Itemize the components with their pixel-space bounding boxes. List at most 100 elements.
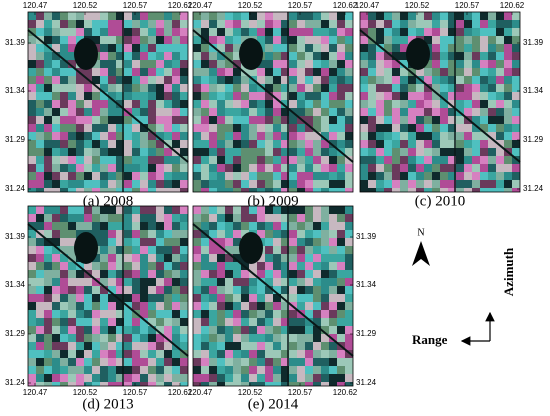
image-pixel bbox=[345, 44, 353, 52]
image-pixel bbox=[313, 180, 321, 188]
image-pixel bbox=[156, 302, 164, 310]
image-pixel bbox=[456, 116, 464, 124]
image-pixel bbox=[329, 84, 337, 92]
image-pixel bbox=[132, 286, 140, 294]
image-pixel bbox=[329, 342, 337, 350]
image-pixel bbox=[512, 12, 520, 20]
image-pixel bbox=[76, 100, 84, 108]
image-pixel bbox=[281, 294, 289, 302]
image-pixel bbox=[289, 140, 297, 148]
image-pixel bbox=[313, 116, 321, 124]
image-pixel bbox=[217, 206, 225, 214]
image-pixel bbox=[257, 318, 265, 326]
image-pixel bbox=[297, 334, 305, 342]
image-pixel bbox=[305, 222, 313, 230]
image-pixel bbox=[60, 270, 68, 278]
image-pixel bbox=[217, 334, 225, 342]
image-pixel bbox=[321, 326, 329, 334]
image-pixel bbox=[209, 188, 217, 192]
image-pixel bbox=[472, 100, 480, 108]
image-pixel bbox=[448, 164, 456, 172]
image-pixel bbox=[44, 230, 52, 238]
image-pixel bbox=[225, 294, 233, 302]
image-pixel bbox=[384, 20, 392, 28]
image-pixel bbox=[281, 230, 289, 238]
image-pixel bbox=[281, 124, 289, 132]
image-pixel bbox=[464, 68, 472, 76]
lon-tick-label: 120.47 bbox=[23, 388, 48, 397]
image-pixel bbox=[193, 334, 201, 342]
image-pixel bbox=[512, 28, 520, 36]
image-pixel bbox=[368, 116, 376, 124]
image-pixel bbox=[209, 222, 217, 230]
image-pixel bbox=[400, 156, 408, 164]
image-pixel bbox=[488, 156, 496, 164]
image-pixel bbox=[472, 180, 480, 188]
map-panel: 120.47 120.52 120.57 120.6231.3931.3431.293… bbox=[355, 1, 544, 209]
image-pixel bbox=[496, 100, 504, 108]
image-pixel bbox=[124, 44, 132, 52]
image-pixel bbox=[36, 84, 44, 92]
image-pixel bbox=[241, 180, 249, 188]
image-pixel bbox=[44, 238, 52, 246]
image-pixel bbox=[281, 302, 289, 310]
image-pixel bbox=[329, 366, 337, 374]
lat-tick-label: 31.29 bbox=[523, 135, 544, 144]
image-pixel bbox=[84, 350, 92, 358]
image-pixel bbox=[172, 92, 180, 100]
image-pixel bbox=[345, 164, 353, 172]
image-pixel bbox=[289, 44, 297, 52]
image-pixel bbox=[225, 172, 233, 180]
image-pixel bbox=[68, 60, 76, 68]
image-pixel bbox=[313, 230, 321, 238]
image-pixel bbox=[44, 310, 52, 318]
image-pixel bbox=[233, 84, 241, 92]
image-pixel bbox=[116, 382, 124, 386]
image-pixel bbox=[257, 68, 265, 76]
image-pixel bbox=[281, 100, 289, 108]
image-pixel bbox=[257, 76, 265, 84]
image-pixel bbox=[384, 44, 392, 52]
image-pixel bbox=[225, 270, 233, 278]
image-pixel bbox=[76, 172, 84, 180]
image-pixel bbox=[217, 294, 225, 302]
image-pixel bbox=[504, 44, 512, 52]
image-pixel bbox=[321, 310, 329, 318]
image-pixel bbox=[52, 286, 60, 294]
image-pixel bbox=[337, 84, 345, 92]
image-pixel bbox=[376, 108, 384, 116]
image-pixel bbox=[60, 140, 68, 148]
image-pixel bbox=[345, 254, 353, 262]
image-pixel bbox=[156, 84, 164, 92]
image-pixel bbox=[313, 164, 321, 172]
image-pixel bbox=[321, 302, 329, 310]
lat-tick-label: 31.24 bbox=[523, 184, 544, 193]
image-pixel bbox=[124, 382, 132, 386]
image-pixel bbox=[241, 222, 249, 230]
image-pixel bbox=[84, 358, 92, 366]
image-pixel bbox=[376, 12, 384, 20]
image-pixel bbox=[108, 36, 116, 44]
image-pixel bbox=[504, 116, 512, 124]
image-pixel bbox=[156, 358, 164, 366]
image-pixel bbox=[68, 108, 76, 116]
image-pixel bbox=[164, 180, 172, 188]
image-pixel bbox=[329, 28, 337, 36]
image-pixel bbox=[329, 92, 337, 100]
image-pixel bbox=[313, 92, 321, 100]
image-pixel bbox=[28, 116, 36, 124]
image-pixel bbox=[313, 132, 321, 140]
image-pixel bbox=[217, 52, 225, 60]
lat-tick-label: 31.24 bbox=[356, 378, 377, 387]
image-pixel bbox=[424, 20, 432, 28]
image-pixel bbox=[249, 222, 257, 230]
image-pixel bbox=[68, 100, 76, 108]
image-pixel bbox=[448, 140, 456, 148]
image-pixel bbox=[289, 254, 297, 262]
image-pixel bbox=[36, 294, 44, 302]
image-pixel bbox=[44, 366, 52, 374]
image-pixel bbox=[28, 52, 36, 60]
image-pixel bbox=[201, 270, 209, 278]
image-pixel bbox=[60, 76, 68, 84]
image-pixel bbox=[108, 310, 116, 318]
